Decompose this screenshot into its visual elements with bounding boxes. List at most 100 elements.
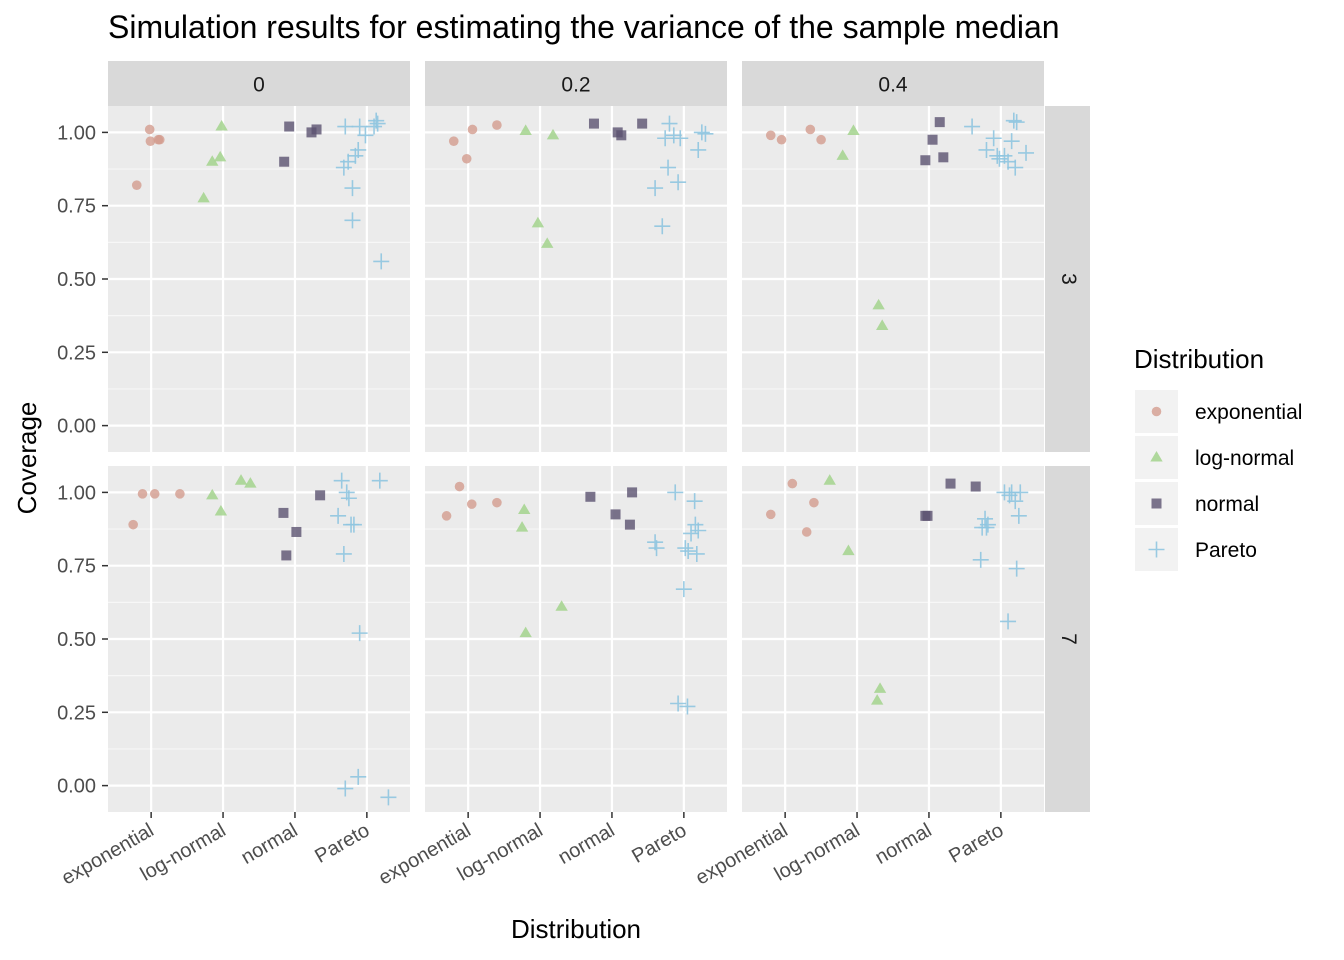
legend-key-log-normal [1150, 451, 1163, 462]
data-point-pareto [683, 525, 700, 542]
x-tick-label: Pareto [628, 819, 690, 868]
data-point-pareto [670, 174, 687, 191]
data-point-pareto [333, 472, 350, 489]
col-strip-bg [742, 61, 1044, 106]
data-point-log-normal [842, 544, 855, 556]
data-point-normal [922, 510, 933, 521]
data-point-normal [945, 478, 956, 489]
x-tick-label: Pareto [311, 819, 373, 868]
data-point-pareto [686, 493, 703, 510]
data-point-pareto [670, 695, 687, 712]
data-point-pareto [344, 212, 361, 229]
data-point-pareto [665, 127, 682, 144]
data-point-pareto [1008, 114, 1025, 131]
data-point-normal [616, 130, 627, 141]
data-point-pareto [660, 159, 677, 176]
data-point-normal [291, 526, 302, 537]
data-point-exponential [175, 489, 185, 499]
data-point-pareto [357, 127, 374, 144]
data-point-log-normal [197, 191, 210, 203]
y-tick-label: 0.25 [57, 342, 96, 364]
data-point-log-normal [213, 150, 227, 162]
col-strip-label: 0.4 [878, 74, 908, 97]
data-point-exponential [816, 134, 826, 145]
data-point-normal [627, 487, 638, 498]
data-point-pareto [337, 780, 354, 797]
data-point-pareto [335, 545, 352, 562]
data-point-normal [610, 509, 621, 520]
data-point-exponential [144, 124, 155, 135]
data-point-pareto [351, 625, 368, 642]
x-tick-label: exponential [375, 819, 475, 889]
data-point-normal [927, 134, 938, 145]
data-point-normal [278, 507, 289, 518]
y-tick-label: 0.75 [57, 556, 96, 578]
data-point-pareto [1010, 507, 1027, 524]
data-point-pareto [350, 141, 367, 158]
data-point-exponential [805, 124, 816, 135]
x-tick-label: normal [872, 819, 936, 869]
data-point-pareto [978, 519, 995, 536]
data-point-normal [306, 127, 317, 138]
data-point-log-normal [519, 626, 532, 638]
y-tick-label: 0.50 [57, 629, 96, 651]
data-point-pareto [679, 698, 696, 715]
data-point-pareto [654, 218, 671, 235]
row-strip-label: 3 [1057, 273, 1080, 285]
data-point-log-normal [215, 120, 228, 131]
data-point-log-normal [244, 477, 257, 488]
data-point-exponential [137, 489, 148, 499]
data-point-exponential [461, 153, 472, 164]
data-point-normal [934, 117, 945, 128]
data-point-normal [281, 550, 292, 561]
data-point-normal [920, 155, 931, 166]
y-axis-title: Coverage [12, 402, 42, 515]
x-tick-label: normal [555, 819, 619, 869]
data-point-exponential [128, 519, 138, 530]
data-point-pareto [350, 768, 367, 785]
data-point-exponential [809, 497, 819, 508]
data-point-normal [585, 491, 596, 502]
data-point-log-normal [873, 682, 887, 693]
data-point-pareto [690, 141, 707, 158]
data-point-pareto [1012, 484, 1029, 501]
data-point-normal [624, 519, 635, 530]
data-point-pareto [688, 545, 705, 562]
data-point-exponential [454, 481, 465, 492]
x-axis-title: Distribution [511, 914, 641, 944]
data-point-pareto [972, 551, 989, 568]
data-point-pareto [1008, 560, 1025, 577]
data-point-pareto [373, 253, 390, 270]
data-point-log-normal [206, 155, 219, 166]
y-tick-label: 0.25 [57, 702, 96, 724]
data-point-pareto [371, 472, 388, 489]
data-point-pareto [345, 516, 362, 533]
row-strip-label: 7 [1057, 633, 1080, 645]
data-point-exponential [765, 130, 776, 141]
data-point-log-normal [541, 237, 554, 248]
data-point-pareto [697, 125, 714, 142]
data-point-pareto [1003, 133, 1020, 150]
data-point-pareto [330, 507, 347, 524]
data-point-exponential [466, 499, 477, 509]
data-point-exponential [441, 511, 452, 521]
legend-label: exponential [1195, 401, 1302, 424]
data-point-log-normal [872, 298, 885, 310]
legend-label: normal [1195, 493, 1259, 516]
data-point-normal [588, 118, 599, 129]
data-point-pareto [677, 540, 694, 557]
data-point-pareto [1005, 112, 1022, 129]
chart-title: Simulation results for estimating the va… [108, 9, 1060, 45]
data-point-pareto [380, 789, 397, 806]
facet-panel [108, 106, 410, 452]
col-strip-bg [425, 61, 727, 106]
data-point-log-normal [531, 216, 545, 228]
data-point-pareto [675, 581, 692, 598]
data-point-log-normal [847, 124, 860, 135]
data-point-pareto [337, 118, 354, 135]
data-point-exponential [467, 124, 478, 135]
data-point-log-normal [206, 488, 219, 500]
x-tick-label: exponential [58, 819, 158, 889]
data-point-exponential [154, 134, 165, 145]
